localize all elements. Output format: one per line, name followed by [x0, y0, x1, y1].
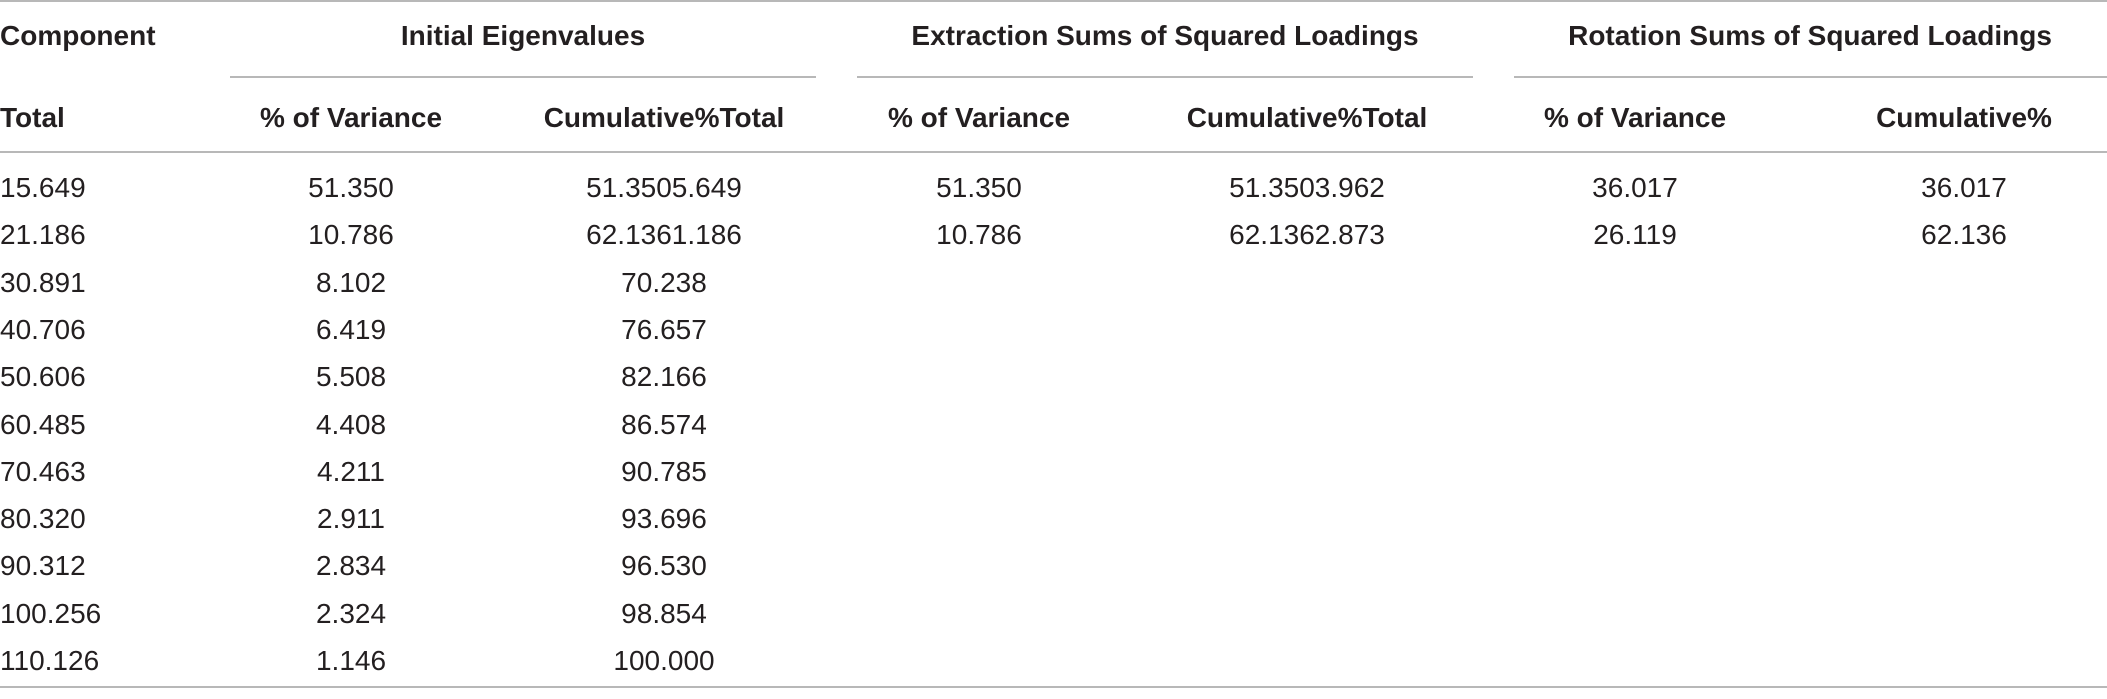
cell-initial-cumulative: 93.696	[621, 503, 707, 534]
cell-initial-cumulative: 51.3505.649	[586, 172, 742, 203]
cell-initial-cumulative: 90.785	[621, 456, 707, 487]
cell-total: 21.186	[0, 219, 86, 250]
cell-extraction-cumulative: 62.1362.873	[1229, 219, 1385, 250]
col-header-rotation-cumulative: Cumulative%	[1876, 102, 2052, 133]
initial-eigenvalues-underline	[230, 76, 816, 78]
cell-initial-cumulative: 82.166	[621, 361, 707, 392]
cell-initial-variance: 10.786	[308, 219, 394, 250]
cell-initial-variance: 51.350	[308, 172, 394, 203]
cell-total: 90.312	[0, 550, 86, 581]
cell-initial-cumulative: 76.657	[621, 314, 707, 345]
cell-initial-variance: 4.408	[315, 409, 387, 440]
rotation-underline	[1514, 76, 2107, 78]
cell-initial-variance: 2.911	[317, 503, 385, 534]
cell-rotation-variance: 26.119	[1593, 219, 1677, 250]
cell-initial-variance: 1.146	[315, 645, 387, 676]
cell-extraction-variance: 10.786	[936, 219, 1022, 250]
col-header-total: Total	[0, 102, 65, 133]
cell-extraction-variance: 51.350	[936, 172, 1022, 203]
extraction-underline	[857, 76, 1473, 78]
cell-extraction-cumulative: 51.3503.962	[1229, 172, 1385, 203]
cell-total: 100.256	[0, 598, 102, 629]
cell-initial-variance: 2.324	[315, 598, 387, 629]
cell-total: 70.463	[0, 456, 86, 487]
cell-rotation-cumulative: 62.136	[1921, 219, 2007, 250]
cell-total: 110.126	[0, 645, 100, 676]
cell-rotation-variance: 36.017	[1592, 172, 1678, 203]
cell-total: 40.706	[0, 314, 86, 345]
col-header-extraction-variance: % of Variance	[887, 102, 1071, 133]
bottom-rule	[0, 686, 2107, 688]
col-header-initial-cumulative: Cumulative%Total	[543, 102, 785, 133]
cell-total: 60.485	[0, 409, 86, 440]
extraction-header: Extraction Sums of Squared Loadings	[911, 20, 1419, 51]
col-header-extraction-cumulative: Cumulative%Total	[1186, 102, 1428, 133]
component-header: Component	[0, 20, 156, 51]
col-header-initial-variance: % of Variance	[259, 102, 443, 133]
cell-initial-cumulative: 98.854	[621, 598, 707, 629]
cell-initial-cumulative: 100.000	[613, 645, 715, 676]
cell-initial-variance: 8.102	[315, 267, 387, 298]
cell-rotation-cumulative: 36.017	[1921, 172, 2007, 203]
col-header-rotation-variance: % of Variance	[1543, 102, 1727, 133]
cell-total: 30.891	[0, 267, 86, 298]
cell-initial-cumulative: 62.1361.186	[586, 219, 742, 250]
cell-initial-variance: 6.419	[315, 314, 387, 345]
initial-eigenvalues-header: Initial Eigenvalues	[400, 20, 646, 51]
cell-total: 50.606	[0, 361, 86, 392]
cell-initial-variance: 4.211	[317, 456, 385, 487]
cell-total: 80.320	[0, 503, 86, 534]
header-bottom-rule	[0, 151, 2107, 153]
cell-total: 15.649	[0, 172, 86, 203]
cell-initial-cumulative: 86.574	[621, 409, 707, 440]
cell-initial-variance: 2.834	[315, 550, 387, 581]
rotation-header: Rotation Sums of Squared Loadings	[1568, 20, 2052, 51]
cell-initial-variance: 5.508	[315, 361, 387, 392]
cell-initial-cumulative: 70.238	[621, 267, 707, 298]
cell-initial-cumulative: 96.530	[621, 550, 707, 581]
top-rule	[0, 0, 2107, 2]
